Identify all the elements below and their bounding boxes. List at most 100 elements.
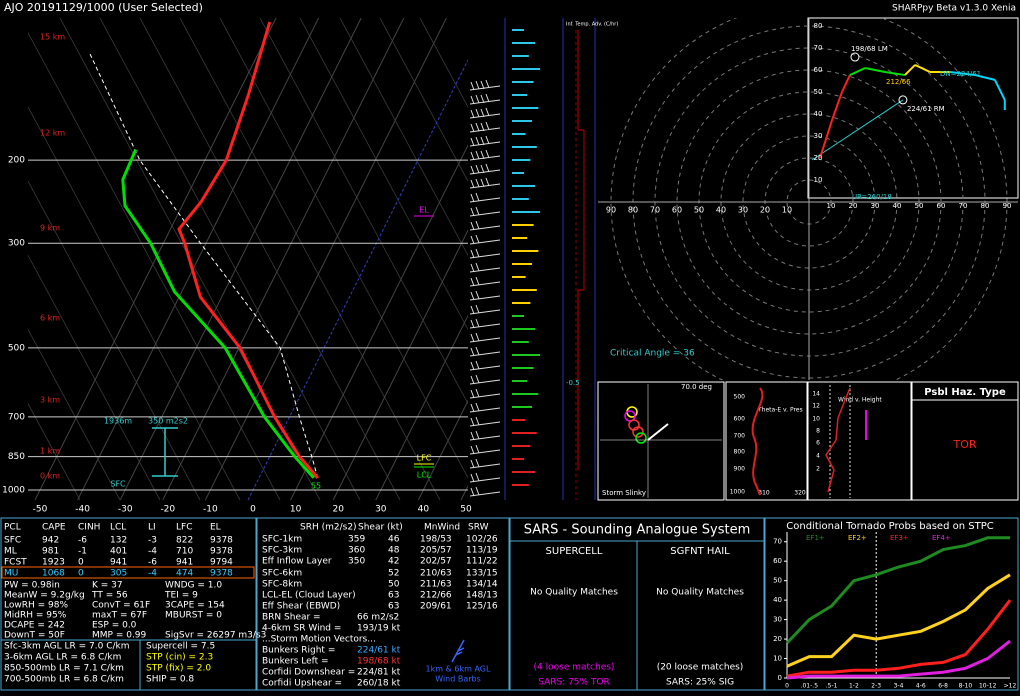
height-label: 0 km <box>40 472 60 481</box>
table-header: MnWind <box>424 523 460 533</box>
y-tick-label: 500 <box>8 343 25 353</box>
table-cell: LCL-EL (Cloud Layer) <box>262 591 356 601</box>
wind-barb <box>469 444 501 455</box>
table-cell: Eff Inflow Layer <box>262 557 332 567</box>
label: (20 loose matches) <box>657 663 744 673</box>
table-cell: 224/61 kt <box>357 646 401 656</box>
label: LCL <box>417 471 432 480</box>
table-cell: 198/68 kt <box>357 657 401 667</box>
table-cell: -6 <box>148 558 157 568</box>
label: 6 <box>816 440 820 447</box>
slinky-ring <box>635 432 647 444</box>
wind-barb <box>469 107 501 119</box>
index: MidRH = 95% <box>4 611 67 621</box>
wind-barb <box>469 248 501 259</box>
hodo-ring-label: 80 <box>628 206 638 215</box>
table-cell: 102/26 <box>466 535 498 545</box>
x-tick-label: 6-8 <box>938 683 948 690</box>
y-tick-label: 200 <box>8 156 25 166</box>
dewpoint-profile <box>121 149 315 479</box>
hodo-ring-label: 20 <box>760 206 770 215</box>
table-cell: Bunkers Left = <box>262 657 329 667</box>
annotations: -50 -40 -30 -20 -10 0 10 20 30 40 5010008507005003… <box>1 22 1018 690</box>
hodo-segment <box>884 70 906 77</box>
label: 600 <box>734 416 746 423</box>
table-cell: 4-6km SR Wind = <box>262 624 341 634</box>
wind-barb <box>469 346 501 357</box>
table-cell: 202/57 <box>420 557 452 567</box>
label: TOR <box>952 438 976 451</box>
table-cell: 125/16 <box>466 602 498 612</box>
wind-barb <box>469 402 501 413</box>
x-tick-label: 10 <box>290 505 302 515</box>
table-cell: Corfidi Downshear = <box>262 668 355 678</box>
hodo-ring-label: 50 <box>915 202 924 210</box>
label: 8 <box>816 428 820 435</box>
table-cell: 401 <box>110 547 127 557</box>
height-label: 3 km <box>40 396 60 405</box>
label: 4 <box>816 453 820 460</box>
hodo-ring-label: 60 <box>814 66 823 74</box>
table-cell: 822 <box>176 536 193 546</box>
table-cell: 211/63 <box>420 580 452 590</box>
legend-entry: EF2+ <box>848 534 867 542</box>
x-tick-label: 4-6 <box>916 683 926 690</box>
wind-barb <box>469 135 501 147</box>
table-cell: 9378 <box>210 569 233 579</box>
y-tick-label: 1000 <box>2 485 25 495</box>
lapse-rate: Sfc-3km AGL LR = 7.0 C/km <box>4 642 130 652</box>
frame <box>764 517 1019 691</box>
label: EL <box>419 206 429 215</box>
index: DownT = 50F <box>4 631 65 641</box>
table-cell: -4 <box>148 547 157 557</box>
y-tick-label: 30 <box>773 616 782 624</box>
table-cell: 350 <box>348 557 365 567</box>
wind-frame <box>807 381 912 501</box>
x-tick-label: .01-.5 <box>801 683 819 690</box>
slinky-ring <box>632 426 644 438</box>
table-cell: 941 <box>176 558 193 568</box>
label: SARS: 75% TOR <box>538 678 610 688</box>
series-line <box>785 536 1010 645</box>
table-cell: 9378 <box>210 536 233 546</box>
adiabat <box>28 106 241 500</box>
hodo-segment <box>864 67 886 73</box>
y-tick-label: 40 <box>773 596 782 604</box>
x-tick-label: 0 <box>250 505 256 515</box>
hodo-ring-label: 30 <box>871 202 880 210</box>
temperature-profile <box>177 21 319 479</box>
composite: SHIP = 0.8 <box>146 675 194 685</box>
x-tick-label: -30 <box>118 505 133 515</box>
label: SARS: 25% SIG <box>666 678 734 688</box>
hodo-ring-label: 10 <box>827 202 836 210</box>
wind-barb <box>469 93 501 105</box>
hodo-ring-label: 10 <box>782 206 792 215</box>
wind-barb <box>469 374 501 385</box>
label: -0.5 <box>566 379 580 387</box>
hodo-ring-label: 10 <box>814 176 823 184</box>
srh-bracket <box>152 427 178 477</box>
theta-frame <box>725 381 808 501</box>
index: MeanW = 9.2g/kg <box>4 591 85 601</box>
hodo-ring-label: 30 <box>814 132 823 140</box>
height-label: 15 km <box>40 33 65 42</box>
table-cell: 133/15 <box>466 569 498 579</box>
y-tick-label: 60 <box>773 557 782 565</box>
hodo-ring-label: 40 <box>893 202 902 210</box>
table-header: PCL <box>4 523 21 533</box>
adiabat <box>28 254 161 500</box>
height-label: 1 km <box>40 447 60 456</box>
hodo-segment <box>841 74 851 93</box>
wind-barb <box>469 177 501 189</box>
x-tick-label: 0 <box>785 683 789 690</box>
adiabat <box>28 180 201 500</box>
hodo-segment <box>914 64 931 73</box>
table-cell: 193/19 kt <box>357 624 401 634</box>
table-cell: 48 <box>388 546 400 556</box>
isotherm <box>332 229 468 500</box>
table-header: LFC <box>176 523 192 533</box>
label: Inf. Temp. Adv. (C/hr) <box>566 22 618 28</box>
hodo-ring-label: 30 <box>738 206 748 215</box>
index: SigSvr = 26297 m3/s3 <box>165 631 266 641</box>
